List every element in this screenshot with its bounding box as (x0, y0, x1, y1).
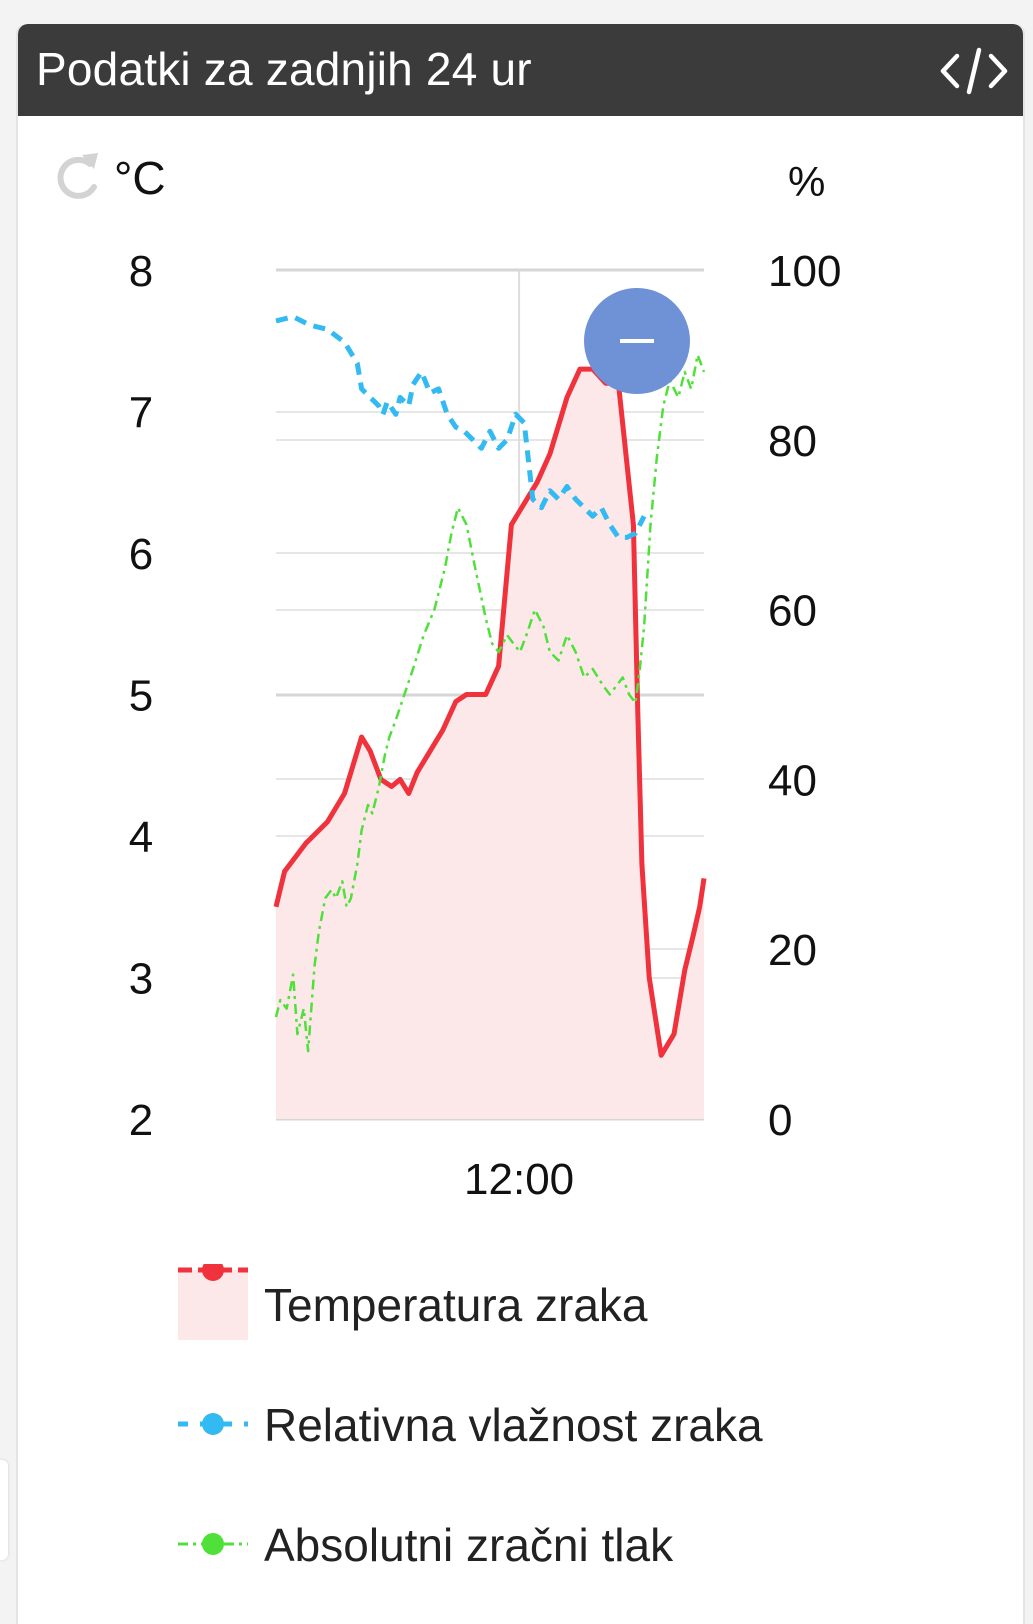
legend-item-pressure[interactable]: Absolutni zračni tlak (178, 1504, 898, 1584)
left-axis-tick-label: 6 (129, 530, 153, 579)
legend-label: Temperatura zraka (264, 1279, 648, 1331)
series-line-2 (274, 353, 706, 1053)
legend-label: Absolutni zračni tlak (264, 1519, 674, 1571)
left-axis-tick-label: 5 (129, 672, 153, 721)
right-axis-tick-label: 0 (768, 1096, 792, 1145)
left-axis-tick-label: 3 (129, 955, 153, 1004)
temperature-legend-icon (178, 1264, 248, 1340)
code-icon (940, 47, 1008, 95)
widget-title: Podatki za zadnjih 24 ur (36, 43, 532, 95)
series-line-0 (273, 366, 707, 1058)
embed-code-button[interactable] (939, 44, 1009, 98)
chart-widget: Podatki za zadnjih 24 ur °C % 2 3 4 5 6 7 8 0 20… (16, 24, 1025, 1624)
pressure-legend-icon (178, 1533, 248, 1555)
legend-item-humidity[interactable]: Relativna vlažnost zraka (178, 1384, 898, 1464)
left-axis-tick-label: 4 (129, 813, 153, 862)
refresh-icon[interactable] (57, 153, 98, 199)
right-axis-tick-label: 20 (768, 926, 817, 975)
legend-item-temperature[interactable]: Temperatura zraka (178, 1264, 898, 1344)
zoom-out-button[interactable] (584, 288, 690, 394)
left-axis-tick-label: 7 (129, 389, 153, 438)
temperature-area (276, 369, 704, 1120)
right-axis-tick-label: 100 (768, 247, 841, 296)
x-axis-tick-label: 12:00 (464, 1155, 574, 1204)
humidity-legend-icon (178, 1413, 248, 1435)
side-drawer-handle[interactable] (0, 1460, 8, 1560)
left-axis-tick-label: 8 (129, 247, 153, 296)
left-axis-tick-label: 2 (129, 1096, 153, 1145)
left-axis-unit: °C (114, 152, 166, 204)
legend-label: Relativna vlažnost zraka (264, 1399, 763, 1451)
right-axis-tick-label: 60 (768, 587, 817, 636)
right-axis-tick-label: 40 (768, 756, 817, 805)
right-axis-tick-label: 80 (768, 417, 817, 466)
series-line-1 (275, 314, 647, 540)
widget-header: Podatki za zadnjih 24 ur (18, 24, 1023, 116)
right-axis-unit: % (788, 158, 825, 205)
minus-icon (620, 339, 654, 343)
chart-series (273, 314, 707, 1120)
